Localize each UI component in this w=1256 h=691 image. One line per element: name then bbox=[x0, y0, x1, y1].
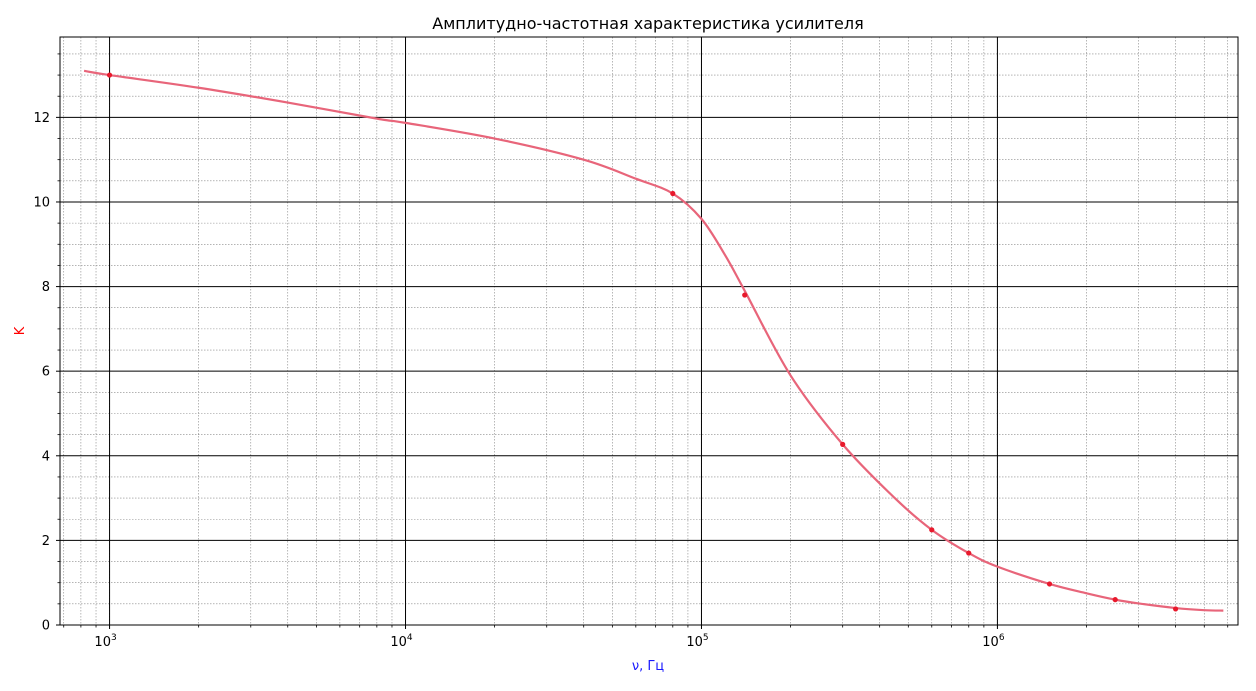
x-tick-label: 103 bbox=[94, 633, 116, 650]
chart-title: Амплитудно-частотная характеристика усил… bbox=[432, 14, 863, 33]
y-tick-label: 2 bbox=[42, 534, 50, 549]
y-tick-label: 6 bbox=[42, 365, 50, 380]
data-point bbox=[840, 441, 846, 447]
data-point bbox=[1046, 581, 1053, 587]
y-tick-label: 0 bbox=[42, 619, 50, 634]
major-grid bbox=[60, 37, 1238, 626]
data-point bbox=[742, 292, 748, 298]
x-axis-ticks: 103 104 105 106 bbox=[63, 625, 1229, 650]
data-point bbox=[1112, 597, 1118, 603]
data-point bbox=[670, 190, 676, 197]
data-point bbox=[929, 527, 935, 533]
y-tick-label: 8 bbox=[42, 280, 50, 295]
x-tick-label: 105 bbox=[686, 633, 708, 650]
data-point bbox=[1172, 606, 1179, 612]
x-tick-label: 106 bbox=[982, 633, 1005, 650]
y-axis-ticks: 0 2 4 6 8 10 12 bbox=[33, 53, 60, 634]
fit-line bbox=[83, 69, 1224, 612]
data-point bbox=[106, 72, 113, 78]
minor-grid bbox=[60, 37, 1238, 625]
data-point bbox=[966, 550, 972, 556]
y-axis-label: K bbox=[13, 326, 28, 335]
y-tick-label: 10 bbox=[33, 195, 50, 210]
y-tick-label: 4 bbox=[42, 449, 50, 464]
plot-area-frame bbox=[59, 36, 1239, 626]
x-axis-label: ν, Гц bbox=[632, 659, 664, 674]
fit-line-layer bbox=[83, 69, 1224, 612]
points-layer bbox=[106, 72, 1179, 612]
x-tick-label: 104 bbox=[390, 633, 413, 650]
y-tick-label: 12 bbox=[33, 111, 50, 126]
